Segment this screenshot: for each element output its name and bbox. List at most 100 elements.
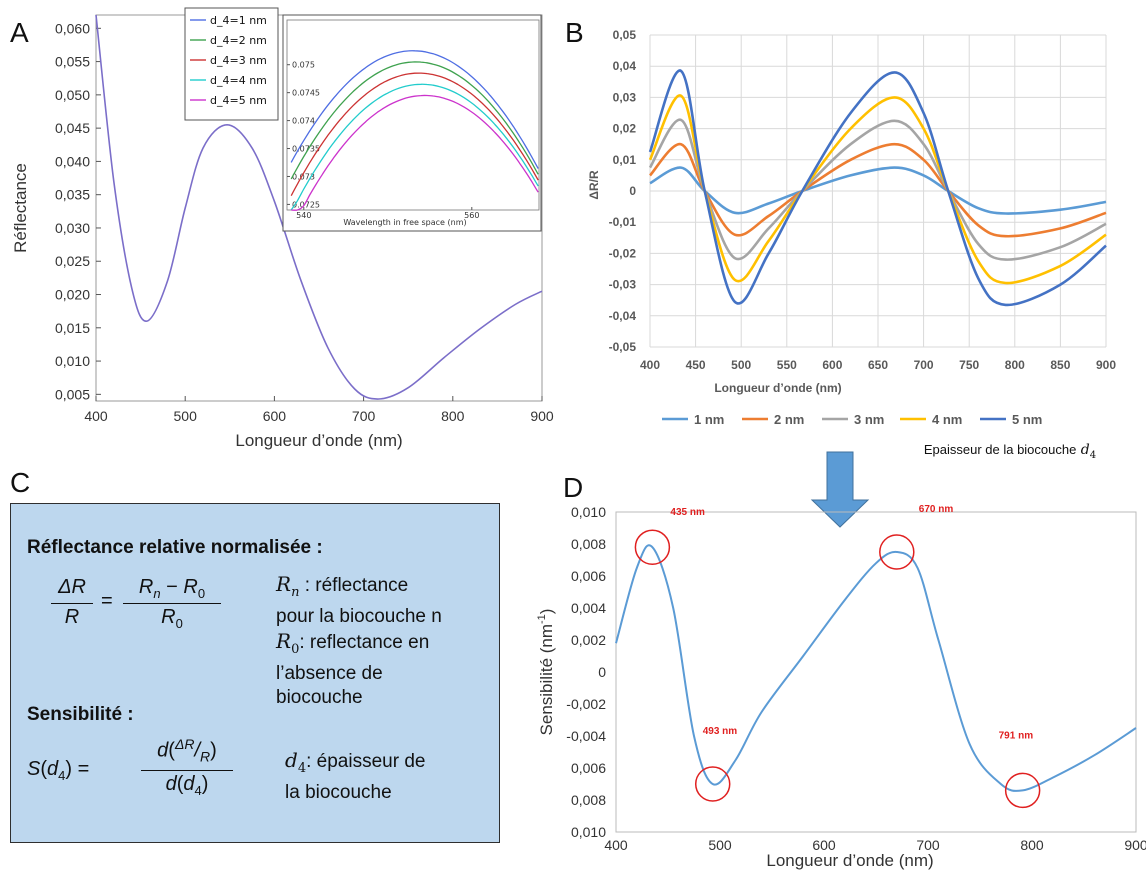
inset-ytick-label: 0.0745 [292, 89, 320, 98]
eq2-den: d(d4) [141, 773, 233, 798]
d-xtick-label: 500 [708, 837, 732, 853]
a-legend-entry: d_4=5 nm [210, 94, 267, 107]
d-xtick-label: 400 [604, 837, 628, 853]
d-xtick-label: 900 [1124, 837, 1146, 853]
eq1-equals: = [101, 590, 113, 613]
panel-label-b: B [565, 17, 584, 48]
chart-d-y-axis-label: Sensibilité (nm-1) [536, 609, 556, 736]
r0-symbol: R0 [276, 629, 299, 653]
inset-ytick-label: 0.075 [292, 61, 315, 70]
d-annotation-label: 670 nm [919, 504, 954, 515]
a-xtick-label: 700 [352, 408, 376, 424]
chart-a-inset: 0.0725 0.073 0.0735 0.074 0.0745 0.075 540 560… [283, 15, 541, 231]
b-ytick-label: -0,01 [609, 215, 637, 229]
d-annotation-label: 791 nm [999, 730, 1034, 741]
a-ytick-label: 0,015 [55, 320, 90, 336]
a-legend-entry: d_4=4 nm [210, 74, 267, 87]
chart-a-x-ticks: 400 500 600 700 800 900 [84, 396, 554, 424]
a-xtick-label: 600 [263, 408, 287, 424]
eq1-lhs-bar [51, 603, 93, 604]
chart-d-y-ticks: 0,010 0,008 0,006 0,004 0,002 0 -0,002 -0,004 0,… [566, 504, 606, 840]
chart-d-y-label-main: Sensibilité (nm [537, 624, 556, 736]
a-ytick-label: 0,055 [55, 54, 90, 70]
d-annotation-label: 435 nm [670, 507, 705, 518]
b-xtick-label: 600 [822, 358, 842, 372]
d4-desc-line2: la biocouche [285, 782, 392, 803]
d-ytick-label: -0,004 [566, 728, 606, 744]
b-legend-entry: 2 nm [774, 412, 804, 427]
a-ytick-label: 0,020 [55, 287, 90, 303]
b-ytick-label: 0,01 [613, 153, 637, 167]
chart-b-legend-note: Epaisseur de la biocouche d4 [924, 442, 1096, 461]
b-xtick-label: 550 [777, 358, 797, 372]
chart-d-y-label-sup: -1 [536, 614, 548, 624]
legend-note-subscript: 4 [1090, 450, 1096, 461]
eq1-rhs-den: R0 [123, 606, 221, 631]
b-xtick-label: 900 [1096, 358, 1116, 372]
a-legend-entry: d_4=1 nm [210, 14, 267, 27]
down-arrow-icon [812, 452, 868, 527]
legend-note-symbol: d [1076, 442, 1089, 458]
a-ytick-label: 0,025 [55, 253, 90, 269]
d4-description: d4: épaisseur de la biocouche [285, 748, 425, 805]
chart-b-legend: 1 nm 2 nm 3 nm 4 nm 5 nm [662, 412, 1042, 427]
a-ytick-label: 0,010 [55, 353, 90, 369]
a-ytick-label: 0,060 [55, 20, 90, 36]
chart-b-x-axis-label: Longueur d’onde (nm) [714, 381, 841, 395]
b-legend-entry: 4 nm [932, 412, 962, 427]
chart-d-sensitivity-line [616, 545, 1136, 791]
b-legend-entry: 1 nm [694, 412, 724, 427]
d-ytick-label: 0 [598, 664, 606, 680]
b-xtick-label: 450 [686, 358, 706, 372]
sensitivity-heading: Sensibilité : [27, 704, 134, 726]
eq2-num: d(ΔR/R) [141, 736, 233, 765]
chart-b-x-ticks: 400 450 500 550 600 650 700 750 800 850 900 [640, 358, 1116, 372]
rn-symbol: Rn [276, 572, 299, 596]
b-xtick-label: 800 [1005, 358, 1025, 372]
a-xtick-label: 900 [530, 408, 554, 424]
b-xtick-label: 750 [959, 358, 979, 372]
chart-d-frame [616, 512, 1136, 832]
a-ytick-label: 0,045 [55, 120, 90, 136]
a-xtick-label: 400 [84, 408, 108, 424]
eq1-lhs-num: ΔR [51, 576, 93, 599]
b-xtick-label: 650 [868, 358, 888, 372]
chart-d-x-axis-label: Longueur d’onde (nm) [766, 851, 933, 870]
panel-label-d: D [563, 472, 583, 503]
rn-description: Rn : réflectance pour la biocouche n R0:… [276, 572, 442, 710]
arrow-shape [812, 452, 868, 527]
chart-b-y-axis-label: ΔR/R [587, 170, 601, 200]
d-ytick-label: 0,006 [571, 568, 606, 584]
rn-desc-line2: pour la biocouche n [276, 606, 442, 627]
a-ytick-label: 0,005 [55, 386, 90, 402]
d-annotation-label: 493 nm [703, 726, 738, 737]
d-ytick-label: 0,008 [571, 792, 606, 808]
a-ytick-label: 0,040 [55, 153, 90, 169]
b-ytick-label: 0,02 [613, 122, 637, 136]
b-ytick-label: -0,02 [609, 246, 637, 260]
inset-plot-area [287, 20, 539, 210]
r0-desc-line1: : reflectance en [299, 632, 429, 653]
r0-desc-line2: l’absence de [276, 663, 383, 684]
d-ytick-label: 0,004 [571, 600, 606, 616]
panel-label-a: A [10, 17, 29, 48]
panel-label-c: C [10, 467, 30, 498]
b-xtick-label: 500 [731, 358, 751, 372]
b-ytick-label: -0,03 [609, 278, 637, 292]
b-ytick-label: 0,05 [613, 28, 637, 42]
inset-xtick-label: 540 [296, 211, 311, 220]
b-xtick-label: 850 [1050, 358, 1070, 372]
eq2-lhs: S(d4) = [27, 758, 89, 783]
chart-a-x-axis-label: Longueur d’onde (nm) [235, 431, 402, 450]
d-ytick-label: 0,010 [571, 824, 606, 840]
legend-note-text: Epaisseur de la biocouche [924, 442, 1077, 457]
d-ytick-label: 0,006 [571, 760, 606, 776]
d-ytick-label: 0,002 [571, 632, 606, 648]
chart-a-y-axis-label: Réflectance [11, 163, 30, 253]
b-xtick-label: 400 [640, 358, 660, 372]
inset-x-axis-label: Wavelength in free space (nm) [343, 218, 466, 227]
b-ytick-label: 0,03 [613, 90, 637, 104]
a-xtick-label: 500 [174, 408, 198, 424]
eq2-bar [141, 770, 233, 771]
d-xtick-label: 800 [1020, 837, 1044, 853]
